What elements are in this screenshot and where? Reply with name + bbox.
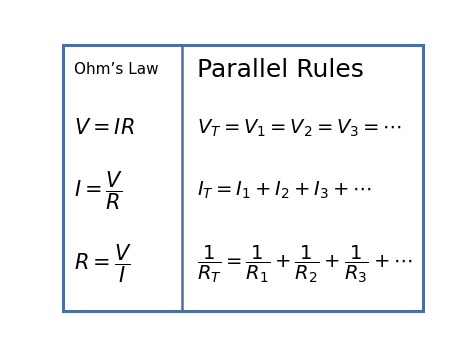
Text: $\dfrac{1}{R_T} = \dfrac{1}{R_1} + \dfrac{1}{R_2} + \dfrac{1}{R_3} + \cdots$: $\dfrac{1}{R_T} = \dfrac{1}{R_1} + \dfra… [197, 243, 412, 285]
Text: Ohm’s Law: Ohm’s Law [74, 62, 159, 77]
Text: $V = IR$: $V = IR$ [74, 118, 135, 138]
Text: $V_T = V_1 = V_2 = V_3 = \cdots$: $V_T = V_1 = V_2 = V_3 = \cdots$ [197, 117, 402, 139]
Text: Parallel Rules: Parallel Rules [197, 58, 364, 82]
FancyBboxPatch shape [63, 45, 423, 311]
Text: $I_T = I_1 + I_2 + I_3 + \cdots$: $I_T = I_1 + I_2 + I_3 + \cdots$ [197, 180, 372, 201]
Text: $R = \dfrac{V}{I}$: $R = \dfrac{V}{I}$ [74, 243, 132, 285]
Text: $I = \dfrac{V}{R}$: $I = \dfrac{V}{R}$ [74, 169, 123, 212]
